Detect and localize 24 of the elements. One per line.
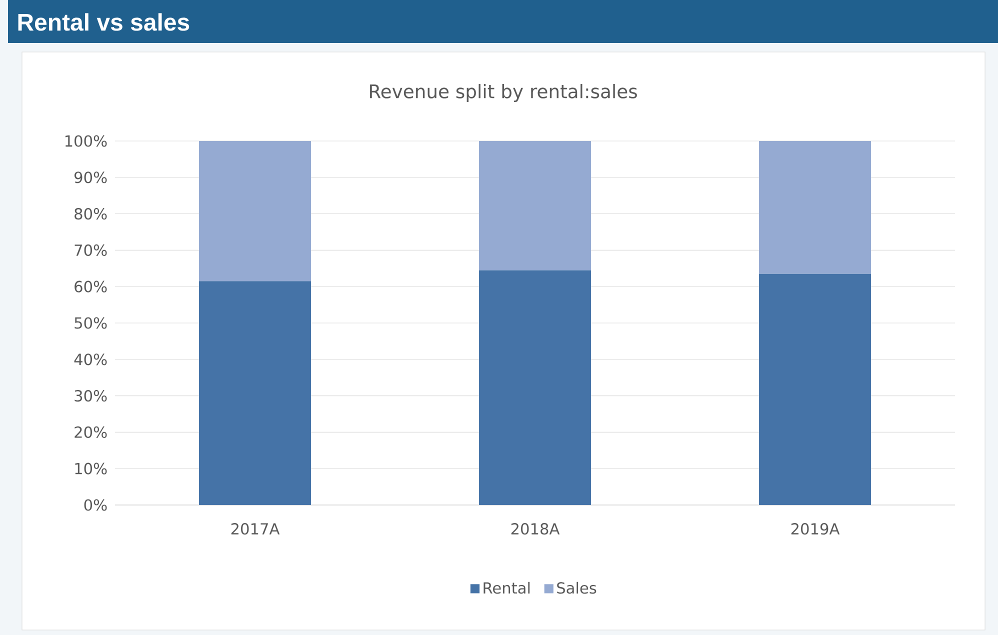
y-tick-label: 70% xyxy=(74,244,107,256)
y-tick-label: 20% xyxy=(74,426,107,438)
bar xyxy=(759,274,872,505)
x-tick-label: 2017A xyxy=(231,523,280,535)
chart-subtitle: Revenue split by rental:sales xyxy=(370,84,637,102)
y-tick-label: 50% xyxy=(74,317,107,329)
legend-label: Sales xyxy=(557,582,596,594)
bar xyxy=(199,281,312,505)
x-tick-label: 2019A xyxy=(791,523,840,535)
y-tick-label: 30% xyxy=(74,390,107,402)
bar xyxy=(759,140,872,274)
legend-label: Rental xyxy=(484,582,530,594)
y-tick-label: 80% xyxy=(74,208,107,220)
bar xyxy=(479,140,592,270)
bar xyxy=(479,270,592,505)
y-tick-label: 100% xyxy=(65,135,107,147)
chart-title: Rental vs sales xyxy=(18,13,190,31)
y-tick-label: 60% xyxy=(74,280,107,292)
x-tick-label: 2018A xyxy=(511,523,560,535)
y-tick-label: 40% xyxy=(74,354,107,366)
y-tick-label: 90% xyxy=(74,172,107,184)
y-tick-label: 0% xyxy=(84,499,107,511)
y-tick-label: 10% xyxy=(75,462,107,474)
bar xyxy=(199,140,312,282)
